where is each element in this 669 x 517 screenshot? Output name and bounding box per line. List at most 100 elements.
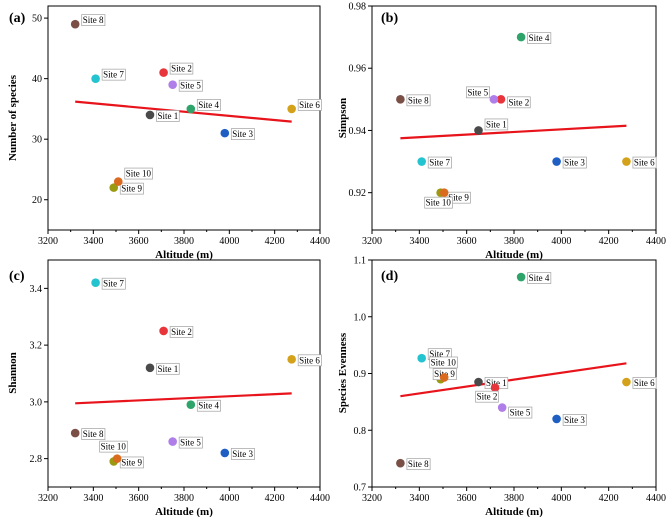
- data-point-site-4: [186, 104, 196, 114]
- point-label: Site 6: [634, 158, 655, 168]
- panel-a: 3200 3400 3600 3800 4000 4200 4400 20 30 40 50 Alti…: [7, 5, 330, 261]
- x-tick-label: 4000: [219, 493, 239, 504]
- point-label-box: [230, 128, 255, 140]
- point-label: Site 7: [429, 158, 450, 168]
- point-label: Site 7: [429, 349, 450, 359]
- x-axis-label: Altitude (m): [155, 249, 213, 261]
- point-label-box: [562, 156, 587, 169]
- point-label-box: [169, 62, 194, 75]
- point-label: Site 5: [467, 87, 488, 97]
- point-label-box: [466, 86, 490, 99]
- point-label-box: [101, 277, 126, 290]
- y-tick-label: 0.94: [349, 126, 367, 137]
- point-label: Site 2: [171, 327, 192, 337]
- x-tick-label: 4400: [646, 236, 666, 247]
- point-label: Site 5: [510, 408, 531, 418]
- data-point-site-10: [113, 177, 123, 186]
- panel-c: 3200 3400 3600 3800 4000 4200 4400 2.8 3.0 3.2 3.4…: [7, 259, 330, 517]
- data-point-site-9: [109, 183, 119, 192]
- point-label: Site 10: [101, 442, 127, 452]
- point-label-box: [632, 156, 657, 169]
- point-label-box: [156, 362, 180, 375]
- y-tick-label: 40: [32, 74, 42, 85]
- data-point-site-5: [489, 95, 499, 104]
- point-label: Site 10: [431, 357, 457, 367]
- point-label-box: [424, 196, 453, 209]
- panel-b: 3200 3400 3600 3800 4000 4200 4400 0.92 0.94 0.96…: [337, 2, 666, 262]
- point-label: Site 6: [634, 378, 655, 388]
- point-label-box: [475, 390, 499, 403]
- point-label-box: [81, 14, 106, 27]
- data-point-site-4: [516, 32, 526, 42]
- x-tick-label: 3400: [83, 493, 103, 504]
- panel-label: (c): [9, 269, 25, 284]
- data-point-site-8: [396, 458, 405, 468]
- point-label: Site 1: [486, 119, 507, 129]
- point-label-box: [124, 167, 153, 180]
- panel-label: (d): [381, 269, 398, 284]
- point-label-box: [178, 79, 203, 92]
- y-tick-label: 3.0: [30, 397, 43, 408]
- data-point-site-1: [145, 110, 155, 120]
- x-tick-label: 4000: [551, 493, 571, 504]
- y-tick-label: 0.7: [354, 483, 367, 494]
- point-label: Site 6: [299, 100, 320, 110]
- trend-line: [75, 392, 292, 405]
- data-point-site-2: [496, 95, 506, 104]
- point-label: Site 3: [564, 415, 585, 425]
- x-tick-label: 3600: [129, 236, 149, 247]
- x-tick-label: 4200: [599, 236, 619, 247]
- x-tick-label: 4400: [310, 493, 330, 504]
- y-tick-label: 3.2: [30, 341, 43, 352]
- x-tick-label: 3800: [174, 493, 194, 504]
- data-point-site-3: [552, 414, 561, 424]
- x-tick-label: 4400: [310, 236, 330, 247]
- point-label-box: [99, 440, 128, 453]
- x-tick-label: 4000: [219, 236, 239, 247]
- x-tick-label: 3800: [504, 236, 524, 247]
- data-point-site-5: [168, 437, 177, 446]
- data-point-site-10: [112, 454, 122, 463]
- point-label: Site 2: [171, 64, 192, 74]
- y-tick-label: 0.96: [349, 64, 367, 75]
- point-label: Site 2: [508, 97, 529, 107]
- point-label-box: [297, 354, 322, 367]
- y-tick-label: 1.0: [354, 312, 367, 323]
- point-label: Site 8: [408, 459, 429, 469]
- x-tick-label: 3400: [409, 236, 429, 247]
- data-point-site-7: [417, 157, 427, 166]
- point-label-box: [101, 68, 126, 81]
- point-label-box: [508, 406, 533, 419]
- y-axis-label: Species Evenness: [337, 332, 349, 413]
- point-label-box: [632, 377, 657, 389]
- point-label: Site 8: [83, 429, 104, 439]
- point-label-box: [230, 448, 255, 460]
- plot-frame: [47, 259, 321, 488]
- point-label: Site 7: [103, 279, 124, 289]
- point-label-box: [81, 428, 106, 440]
- point-label: Site 6: [299, 355, 320, 365]
- y-axis-label: Shannon: [7, 352, 19, 394]
- point-label: Site 5: [180, 81, 201, 91]
- plot-frame: [47, 5, 321, 231]
- point-label-box: [527, 272, 552, 284]
- point-label: Site 10: [126, 169, 152, 179]
- data-point-site-7: [91, 278, 100, 288]
- point-label-box: [156, 110, 180, 122]
- point-label-box: [429, 356, 458, 369]
- point-label: Site 10: [426, 198, 452, 208]
- data-point-site-3: [220, 448, 230, 458]
- x-axis-label: Altitude (m): [485, 506, 543, 517]
- x-tick-label: 3400: [83, 236, 103, 247]
- y-tick-label: 0.8: [354, 426, 367, 437]
- data-point-site-3: [552, 157, 561, 166]
- y-axis-label: Number of species: [7, 74, 19, 161]
- point-label: Site 4: [198, 100, 219, 110]
- point-label-box: [427, 156, 452, 169]
- x-tick-label: 3800: [174, 236, 194, 247]
- point-label: Site 4: [198, 401, 219, 411]
- data-point-site-7: [417, 353, 427, 363]
- point-label: Site 3: [232, 449, 253, 459]
- y-tick-label: 2.8: [30, 454, 43, 465]
